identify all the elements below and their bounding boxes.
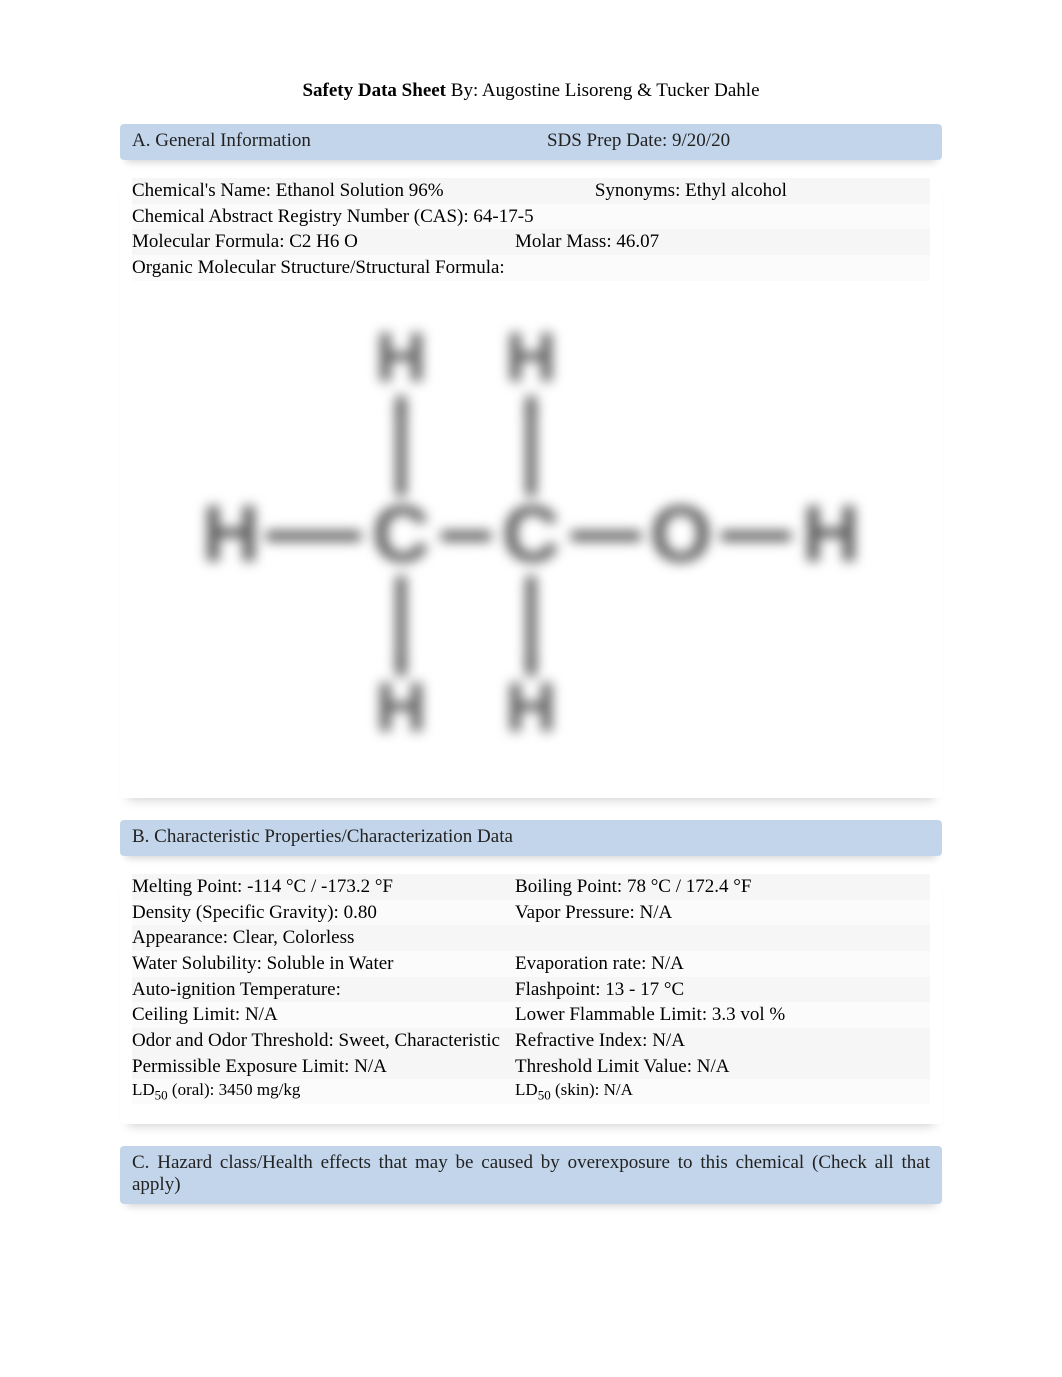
svg-text:O: O: [650, 489, 712, 578]
cas-number: Chemical Abstract Registry Number (CAS):…: [132, 206, 534, 227]
ld50-oral: LD50 (oral): 3450 mg/kg: [132, 1079, 515, 1104]
ceiling-limit: Ceiling Limit: N/A: [132, 1002, 515, 1028]
synonyms: Synonyms: Ethyl alcohol: [595, 178, 930, 204]
threshold-limit-value: Threshold Limit Value: N/A: [515, 1054, 930, 1080]
row-pel-tlv: Permissible Exposure Limit: N/A Threshol…: [132, 1054, 930, 1080]
svg-text:C: C: [502, 489, 560, 578]
title-authors: By: Augostine Lisoreng & Tucker Dahle: [446, 80, 759, 101]
ethanol-structure-svg: H H H C C O H H H: [191, 311, 871, 741]
ld50-skin: LD50 (skin): N/A: [515, 1079, 930, 1104]
svg-text:H: H: [376, 668, 427, 741]
chemical-name: Chemical's Name: Ethanol Solution 96%: [132, 178, 595, 204]
section-b-body: Melting Point: -114 °C / -173.2 °F Boili…: [120, 868, 942, 1124]
section-c-heading: C. Hazard class/Health effects that may …: [120, 1146, 942, 1204]
svg-text:H: H: [506, 668, 557, 741]
appearance-right: [515, 925, 930, 951]
flashpoint: Flashpoint: 13 - 17 °C: [515, 977, 930, 1003]
water-solubility: Water Solubility: Soluble in Water: [132, 951, 515, 977]
row-molecular-formula: Molecular Formula: C2 H6 O Molar Mass: 4…: [132, 229, 930, 255]
section-c-text: C. Hazard class/Health effects that may …: [132, 1152, 930, 1195]
evaporation-rate: Evaporation rate: N/A: [515, 951, 930, 977]
svg-text:H: H: [202, 489, 260, 578]
sds-prep-date: SDS Prep Date: 9/20/20: [547, 130, 930, 152]
boiling-point: Boiling Point: 78 °C / 172.4 °F: [515, 874, 930, 900]
density: Density (Specific Gravity): 0.80: [132, 900, 515, 926]
section-b-heading: B. Characteristic Properties/Characteriz…: [120, 820, 942, 856]
row-odor-refractive: Odor and Odor Threshold: Sweet, Characte…: [132, 1028, 930, 1054]
row-appearance: Appearance: Clear, Colorless: [132, 925, 930, 951]
molar-mass: Molar Mass: 46.07: [515, 229, 930, 255]
molecular-formula: Molecular Formula: C2 H6 O: [132, 229, 515, 255]
appearance: Appearance: Clear, Colorless: [132, 925, 515, 951]
title-bold: Safety Data Sheet: [302, 80, 446, 101]
svg-text:H: H: [376, 318, 427, 396]
section-a-heading: A. General Information SDS Prep Date: 9/…: [120, 124, 942, 160]
permissible-exposure-limit: Permissible Exposure Limit: N/A: [132, 1054, 515, 1080]
document-title: Safety Data Sheet By: Augostine Lisoreng…: [120, 80, 942, 102]
section-b-label: B. Characteristic Properties/Characteriz…: [132, 826, 513, 847]
page: Safety Data Sheet By: Augostine Lisoreng…: [0, 0, 1062, 1264]
row-cas: Chemical Abstract Registry Number (CAS):…: [132, 204, 930, 230]
svg-text:H: H: [802, 489, 860, 578]
row-melting-boiling: Melting Point: -114 °C / -173.2 °F Boili…: [132, 874, 930, 900]
odor-threshold: Odor and Odor Threshold: Sweet, Characte…: [132, 1030, 500, 1051]
row-ld50: LD50 (oral): 3450 mg/kg LD50 (skin): N/A: [132, 1079, 930, 1104]
structural-formula: H H H C C O H H H: [132, 281, 930, 779]
row-solubility-evap: Water Solubility: Soluble in Water Evapo…: [132, 951, 930, 977]
row-density-vapor: Density (Specific Gravity): 0.80 Vapor P…: [132, 900, 930, 926]
row-chemical-name: Chemical's Name: Ethanol Solution 96% Sy…: [132, 178, 930, 204]
row-ceiling-lfl: Ceiling Limit: N/A Lower Flammable Limit…: [132, 1002, 930, 1028]
section-a-body: Chemical's Name: Ethanol Solution 96% Sy…: [120, 172, 942, 798]
refractive-index: Refractive Index: N/A: [515, 1028, 930, 1054]
section-a-label: A. General Information: [132, 130, 547, 152]
lower-flammable-limit: Lower Flammable Limit: 3.3 vol %: [515, 1002, 930, 1028]
vapor-pressure: Vapor Pressure: N/A: [515, 900, 930, 926]
structure-label: Organic Molecular Structure/Structural F…: [132, 257, 505, 278]
svg-text:H: H: [506, 318, 557, 396]
svg-text:C: C: [372, 489, 430, 578]
row-structure-label: Organic Molecular Structure/Structural F…: [132, 255, 930, 281]
row-autoignition-flashpoint: Auto-ignition Temperature: Flashpoint: 1…: [132, 977, 930, 1003]
auto-ignition-temp: Auto-ignition Temperature:: [132, 977, 515, 1003]
melting-point: Melting Point: -114 °C / -173.2 °F: [132, 874, 515, 900]
